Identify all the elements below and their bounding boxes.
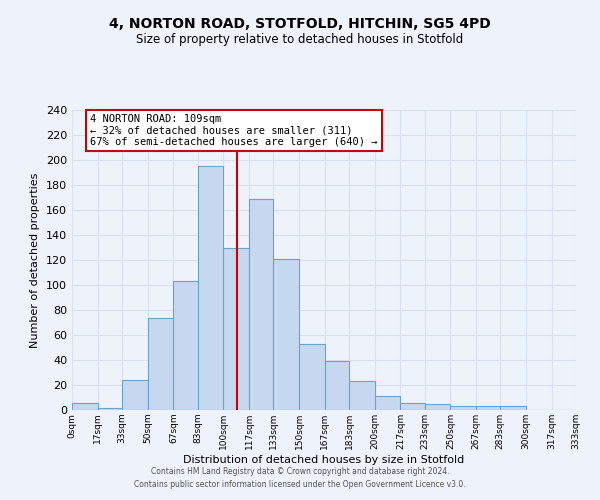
Bar: [375, 396, 400, 410]
Text: 4, NORTON ROAD, STOTFOLD, HITCHIN, SG5 4PD: 4, NORTON ROAD, STOTFOLD, HITCHIN, SG5 4…: [109, 18, 491, 32]
Y-axis label: Number of detached properties: Number of detached properties: [31, 172, 40, 348]
Bar: [325, 361, 349, 410]
Bar: [425, 404, 451, 410]
Bar: [249, 198, 273, 410]
Bar: [148, 318, 173, 410]
Text: Contains public sector information licensed under the Open Government Licence v3: Contains public sector information licen…: [134, 480, 466, 489]
Bar: [122, 380, 148, 410]
X-axis label: Distribution of detached houses by size in Stotfold: Distribution of detached houses by size …: [184, 454, 464, 464]
Bar: [223, 248, 249, 410]
Text: 4 NORTON ROAD: 109sqm
← 32% of detached houses are smaller (311)
67% of semi-det: 4 NORTON ROAD: 109sqm ← 32% of detached …: [90, 114, 377, 147]
Bar: [451, 406, 476, 410]
Text: Size of property relative to detached houses in Stotfold: Size of property relative to detached ho…: [136, 32, 464, 46]
Bar: [299, 344, 325, 410]
Bar: [500, 406, 526, 410]
Bar: [349, 381, 375, 410]
Bar: [173, 281, 197, 410]
Bar: [72, 402, 98, 410]
Bar: [400, 402, 425, 410]
Bar: [197, 166, 223, 410]
Bar: [273, 259, 299, 410]
Bar: [476, 406, 500, 410]
Bar: [98, 408, 122, 410]
Text: Contains HM Land Registry data © Crown copyright and database right 2024.: Contains HM Land Registry data © Crown c…: [151, 467, 449, 476]
